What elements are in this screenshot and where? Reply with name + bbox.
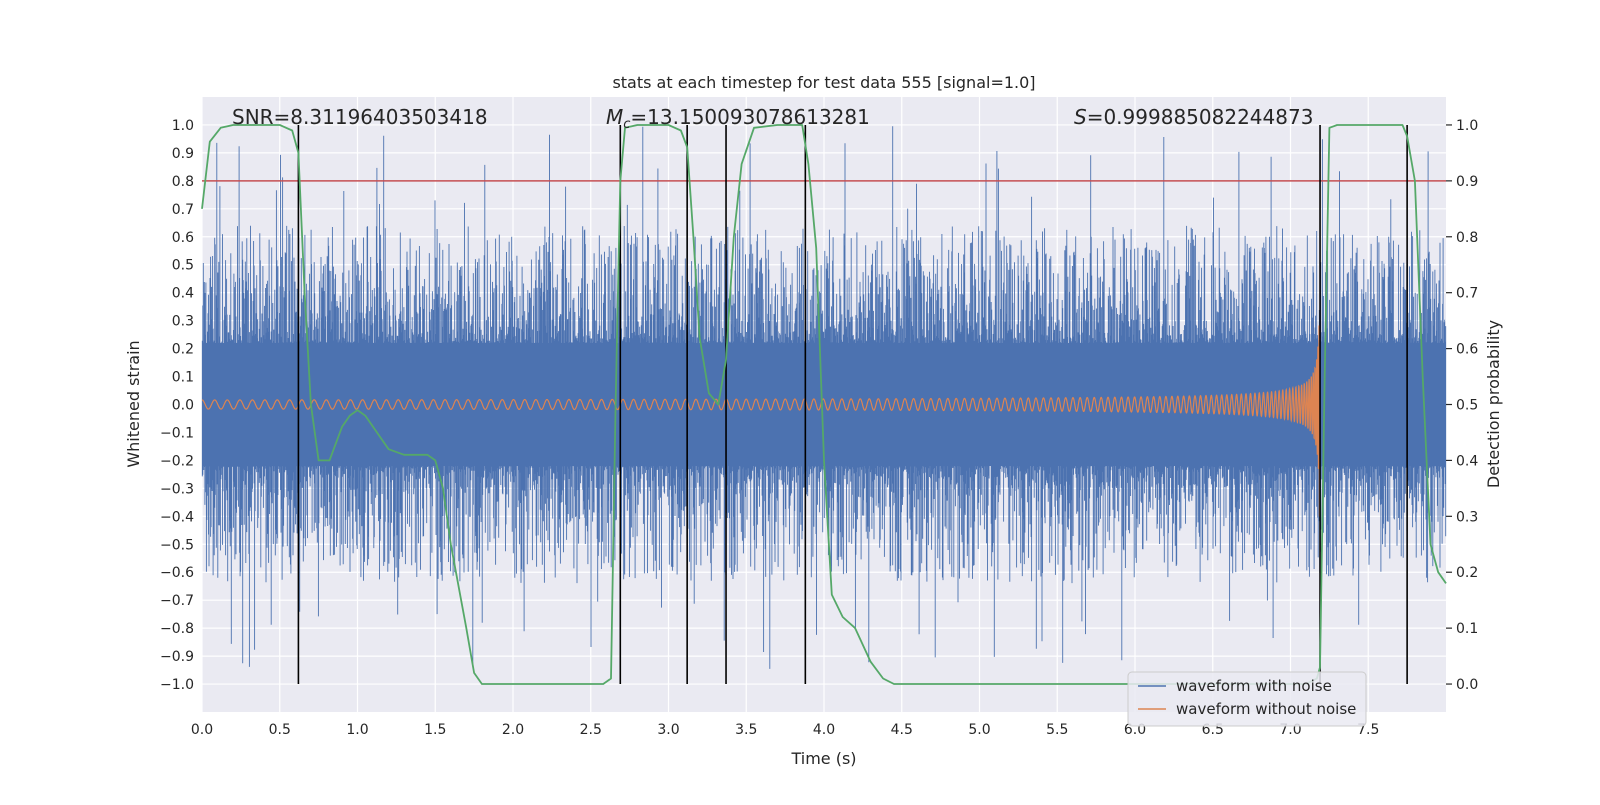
y2-tick-label: 0.1	[1456, 621, 1478, 637]
y-tick-label: 0.3	[172, 314, 194, 330]
chirp-mass-value: =13.150093078613281	[630, 105, 869, 129]
y2-tick-label: 0.7	[1456, 286, 1478, 302]
y-tick-label: 0.9	[172, 146, 194, 162]
y2-tick-label: 0.4	[1456, 453, 1478, 469]
x-tick-label: 2.0	[502, 722, 524, 738]
x-tick-label: 5.5	[1046, 722, 1068, 738]
y2-tick-label: 0.3	[1456, 509, 1478, 525]
y-tick-label: 0.1	[172, 370, 194, 386]
x-tick-label: 1.0	[346, 722, 368, 738]
y2-tick-label: 1.0	[1456, 118, 1478, 134]
y-tick-label: 1.0	[172, 118, 194, 134]
y-axis-title: Whitened strain	[124, 340, 143, 467]
legend: waveform with noise waveform without noi…	[1127, 671, 1367, 727]
y-tick-label: −0.8	[160, 621, 194, 637]
waveform-without-noise-series	[201, 325, 1321, 517]
y-tick-label: −0.6	[160, 565, 194, 581]
y2-tick-label: 0.9	[1456, 174, 1478, 190]
clean-trace	[201, 325, 1321, 517]
y-tick-label: −0.4	[160, 509, 194, 525]
x-tick-label: 4.5	[891, 722, 913, 738]
y2-tick-label: 0.0	[1456, 677, 1478, 693]
y-tick-label: −0.1	[160, 425, 194, 441]
x-tick-label: 0.0	[191, 722, 213, 738]
y-tick-label: −0.5	[160, 537, 194, 553]
y-tick-label: 0.4	[172, 286, 194, 302]
y2-tick-label: 0.5	[1456, 398, 1478, 414]
x-axis-title: Time (s)	[790, 749, 856, 768]
snr-annotation: SNR=8.31196403503418	[232, 105, 488, 129]
axes: 0.0 0.5 1.0 1.5 2.0 2.5 3.0 3.5 4.0 4.5 5.0 5.5 6.0 6…	[160, 118, 1478, 738]
y-tick-label: 0.2	[172, 342, 194, 358]
s-symbol: S	[1074, 105, 1087, 129]
x-tick-label: 2.5	[580, 722, 602, 738]
y2-axis-title: Detection probability	[1484, 320, 1503, 488]
x-tick-label: 4.0	[813, 722, 835, 738]
y-tick-label: 0.7	[172, 202, 194, 218]
y2-tick-label: 0.8	[1456, 230, 1478, 246]
chirp-mass-annotation: Mc=13.150093078613281	[606, 105, 870, 132]
y-tick-label: −0.7	[160, 593, 194, 609]
y-tick-label: −0.3	[160, 481, 194, 497]
y-tick-label: 0.8	[172, 174, 194, 190]
y-tick-label: −0.9	[160, 649, 194, 665]
s-annotation: S=0.999885082244873	[1074, 105, 1313, 129]
y-tick-label: −1.0	[160, 677, 194, 693]
y-tick-label: −0.2	[160, 453, 194, 469]
legend-box	[1127, 671, 1367, 727]
legend-label-noise: waveform with noise	[1176, 677, 1332, 695]
y2-tick-label: 0.6	[1456, 342, 1478, 358]
chirp-mass-symbol: M	[606, 105, 623, 129]
y2-tick-label: 0.2	[1456, 565, 1478, 581]
x-tick-label: 1.5	[424, 722, 446, 738]
y-tick-label: 0.6	[172, 230, 194, 246]
s-value: =0.999885082244873	[1087, 105, 1314, 129]
legend-label-clean: waveform without noise	[1176, 700, 1356, 718]
x-tick-label: 0.5	[269, 722, 291, 738]
x-tick-label: 5.0	[968, 722, 990, 738]
chirp-mass-subscript: c	[623, 117, 630, 132]
y-tick-label: 0.0	[172, 398, 194, 414]
chart-title: stats at each timestep for test data 555…	[612, 73, 1035, 92]
x-tick-label: 3.5	[735, 722, 757, 738]
y-tick-label: 0.5	[172, 258, 194, 274]
x-tick-label: 3.0	[657, 722, 679, 738]
